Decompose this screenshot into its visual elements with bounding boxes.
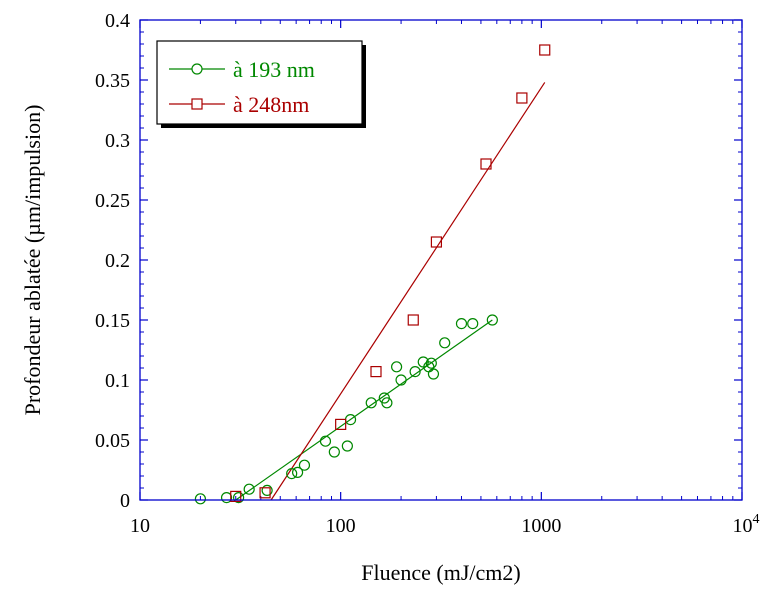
y-tick-label: 0.3: [105, 130, 130, 152]
data-point: [430, 236, 443, 248]
data-point: [427, 368, 440, 380]
y-tick-label: 0.2: [105, 250, 130, 272]
data-point: [341, 440, 353, 452]
y-tick-label: 0.25: [95, 190, 130, 212]
x-tick-label: 104: [733, 512, 760, 537]
x-ticks: 10 100 1000 104: [130, 20, 760, 537]
data-point: [486, 314, 498, 326]
data-point: [259, 487, 271, 499]
legend: à 193 nm à 248nm: [156, 40, 366, 128]
legend-marker: [191, 98, 203, 110]
legend-label: à 193 nm: [233, 57, 315, 82]
x-tick-label: 10: [130, 515, 150, 537]
data-point: [391, 361, 403, 373]
data-point: [286, 468, 298, 480]
y-tick-label: 0: [120, 490, 130, 512]
data-point: [365, 397, 377, 409]
data-point: [319, 435, 332, 447]
data-point: [480, 158, 492, 170]
data-point: [516, 92, 528, 104]
y-tick-label: 0.15: [95, 310, 130, 332]
data-point: [439, 337, 451, 349]
data-point: [194, 493, 207, 505]
fit-lines: [235, 82, 546, 501]
data-point: [291, 466, 304, 478]
data-points: [194, 44, 551, 505]
data-point: [455, 318, 468, 330]
x-tick-label: 1000: [521, 515, 561, 537]
x-tick-label-base: 10: [130, 515, 150, 537]
y-ticks: 0 0.05 0.1 0.15 0.2 0.25 0.3 0.35 0.4: [95, 10, 742, 512]
data-point: [298, 459, 311, 471]
data-point: [425, 357, 437, 369]
legend-box: [156, 40, 363, 125]
fit-line: [270, 82, 546, 501]
data-point: [407, 314, 419, 326]
legend-label: à 248nm: [233, 92, 309, 117]
data-point: [409, 366, 421, 378]
data-point: [328, 446, 340, 458]
data-point: [381, 397, 393, 409]
x-tick-label-base: 1000: [521, 515, 561, 537]
legend-marker: [191, 63, 203, 75]
x-axis-label: Fluence (mJ/cm2): [361, 560, 520, 585]
x-tick-label-base: 100: [326, 515, 356, 537]
x-tick-label-exponent: 4: [753, 512, 760, 527]
data-point: [220, 492, 233, 504]
data-point: [539, 44, 551, 56]
y-axis-label: Profondeur ablatée (µm/impulsion): [20, 105, 45, 416]
data-point: [335, 418, 347, 430]
y-tick-label: 0.05: [95, 430, 130, 452]
x-tick-label: 100: [326, 515, 356, 537]
data-point: [230, 490, 242, 502]
data-point: [232, 492, 245, 504]
data-point: [395, 374, 407, 386]
fit-line: [235, 319, 493, 501]
plot-area-frame: [139, 19, 743, 501]
y-tick-label: 0.35: [95, 70, 130, 92]
data-point: [370, 366, 382, 378]
x-tick-label-base: 10: [733, 515, 753, 537]
y-tick-label: 0.1: [105, 370, 130, 392]
data-point: [243, 483, 255, 495]
y-tick-label: 0.4: [105, 10, 130, 32]
data-point: [261, 484, 273, 496]
data-point: [467, 318, 479, 330]
